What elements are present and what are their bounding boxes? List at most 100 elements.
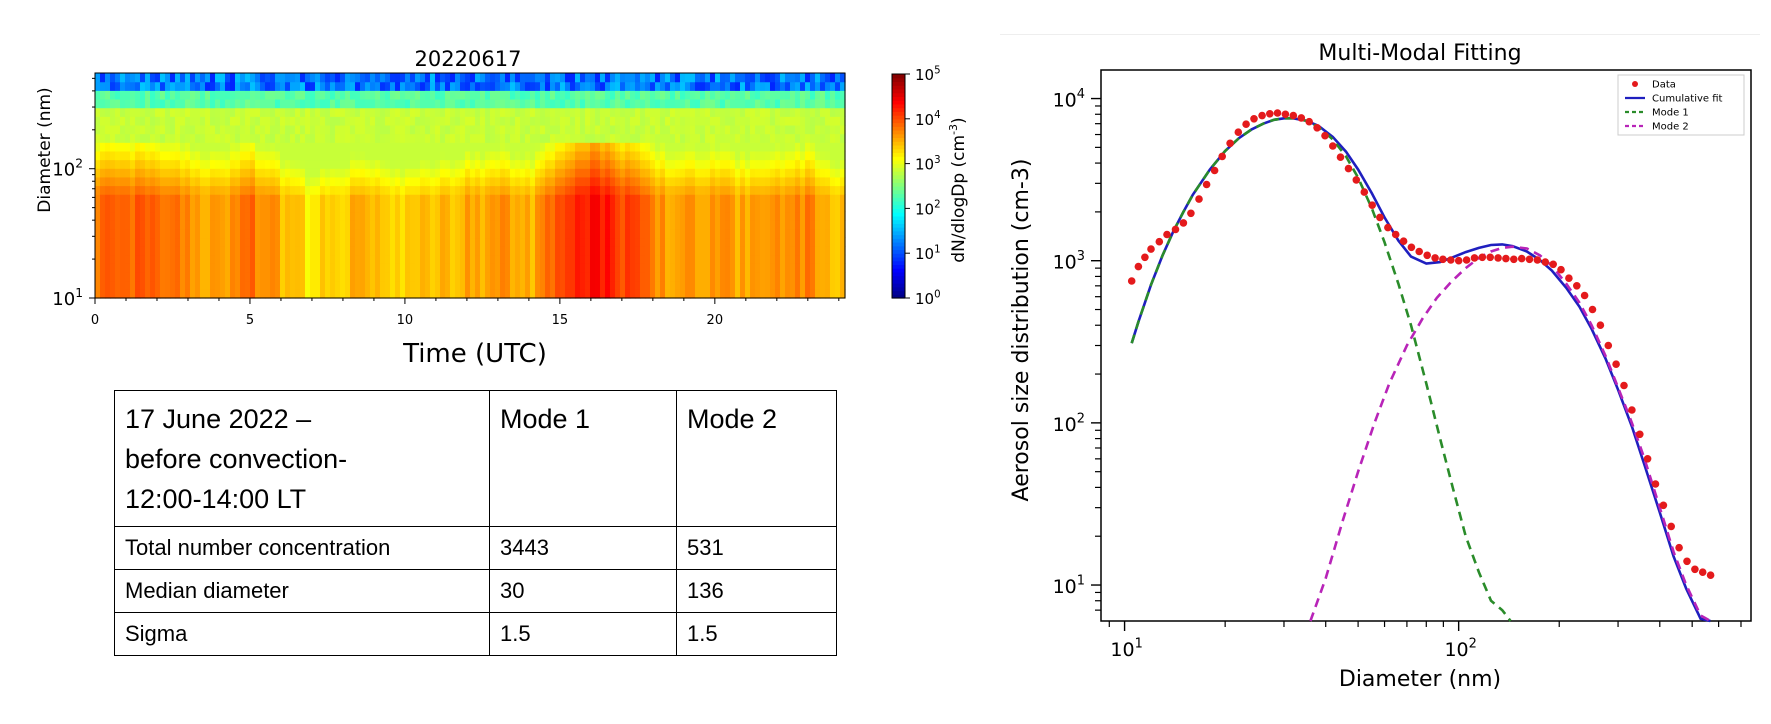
heatmap-cell: [240, 289, 246, 299]
heatmap-cell: [340, 124, 346, 135]
heatmap-cell: [95, 185, 101, 195]
heatmap-cell: [275, 194, 281, 204]
heatmap-cell: [320, 133, 326, 143]
heatmap-cell: [700, 116, 706, 126]
heatmap-cell: [405, 289, 411, 299]
heatmap-cell: [115, 176, 121, 187]
heatmap-cell: [540, 142, 546, 152]
heatmap-cell: [780, 194, 786, 204]
heatmap-cell: [380, 211, 386, 221]
heatmap-cell: [465, 272, 471, 282]
heatmap-cell: [200, 168, 206, 178]
heatmap-cell: [380, 202, 386, 213]
heatmap-cell: [460, 280, 466, 290]
heatmap-cell: [450, 237, 456, 247]
heatmap-cell: [95, 246, 101, 256]
heatmap-cell: [115, 159, 121, 169]
heatmap-cell: [480, 194, 486, 204]
heatmap-cell: [330, 98, 336, 109]
heatmap-cell: [185, 202, 191, 213]
heatmap-cell: [505, 73, 511, 83]
heatmap-cell: [245, 176, 251, 187]
heatmap-cell: [435, 142, 441, 152]
heatmap-cell: [480, 185, 486, 195]
heatmap-cell: [520, 228, 526, 239]
heatmap-cell: [130, 202, 136, 213]
heatmap-cell: [670, 107, 676, 117]
heatmap-cell: [640, 142, 646, 152]
heatmap-cell: [305, 272, 311, 282]
heatmap-cell: [620, 185, 626, 195]
heatmap-cell: [645, 246, 651, 256]
heatmap-cell: [445, 228, 451, 239]
heatmap-cell: [390, 116, 396, 126]
heatmap-cell: [690, 289, 696, 299]
heatmap-cell: [145, 289, 151, 299]
heatmap-cell: [275, 228, 281, 239]
heatmap-cell: [725, 289, 731, 299]
heatmap-cell: [370, 107, 376, 117]
heatmap-cell: [620, 81, 626, 91]
colorbar-band: [892, 100, 905, 105]
heatmap-cell: [580, 168, 586, 178]
heatmap-cell: [470, 116, 476, 126]
heatmap-cell: [330, 211, 336, 221]
heatmap-cell: [815, 73, 821, 83]
heatmap-cell: [400, 272, 406, 282]
heatmap-cell: [185, 124, 191, 135]
heatmap-cell: [410, 211, 416, 221]
heatmap-cell: [180, 124, 186, 135]
heatmap-cell: [610, 73, 616, 83]
heatmap-cell: [565, 228, 571, 239]
colorbar-band: [892, 238, 905, 243]
heatmap-cell: [340, 254, 346, 264]
colorbar-tick-label: 103: [915, 155, 941, 174]
heatmap-cell: [280, 176, 286, 187]
heatmap-cell: [110, 220, 116, 230]
heatmap-cell: [600, 73, 606, 83]
heatmap-cell: [540, 228, 546, 239]
heatmap-cell: [445, 150, 451, 161]
heatmap-cell: [620, 263, 626, 273]
heatmap-cell: [175, 263, 181, 273]
heatmap-cell: [205, 202, 211, 213]
heatmap-cell: [485, 124, 491, 135]
heatmap-cell: [750, 124, 756, 135]
heatmap-cell: [560, 202, 566, 213]
heatmap-cell: [545, 272, 551, 282]
heatmap-cell: [420, 289, 426, 299]
heatmap-cell: [660, 81, 666, 91]
heatmap-cell: [455, 124, 461, 135]
heatmap-cell: [460, 150, 466, 161]
colorbar-band: [892, 126, 905, 131]
heatmap-cell: [300, 133, 306, 143]
heatmap-cell: [545, 107, 551, 117]
heatmap-cell: [135, 150, 141, 161]
heatmap-cell: [405, 228, 411, 239]
heatmap-cell: [595, 176, 601, 187]
heatmap-cell: [105, 150, 111, 161]
heatmap-cell: [115, 211, 121, 221]
heatmap-cell: [450, 116, 456, 126]
heatmap-cell: [225, 81, 231, 91]
heatmap-cell: [435, 168, 441, 178]
heatmap-cell: [185, 90, 191, 100]
heatmap-cell: [655, 185, 661, 195]
heatmap-cell: [455, 159, 461, 169]
heatmap-cell: [325, 81, 331, 91]
colorbar-band: [892, 96, 905, 101]
heatmap-cell: [360, 159, 366, 169]
heatmap-cell: [360, 228, 366, 239]
heatmap-cell: [655, 202, 661, 213]
heatmap-cell: [325, 124, 331, 135]
heatmap-cell: [490, 90, 496, 100]
row-mode2-value: 1.5: [676, 612, 837, 656]
heatmap-cell: [420, 220, 426, 230]
heatmap-cell: [325, 142, 331, 152]
heatmap-cell: [360, 272, 366, 282]
heatmap-cell: [225, 211, 231, 221]
heatmap-cell: [240, 246, 246, 256]
heatmap-cell: [555, 211, 561, 221]
heatmap-cell: [670, 194, 676, 204]
heatmap-cell: [385, 133, 391, 143]
